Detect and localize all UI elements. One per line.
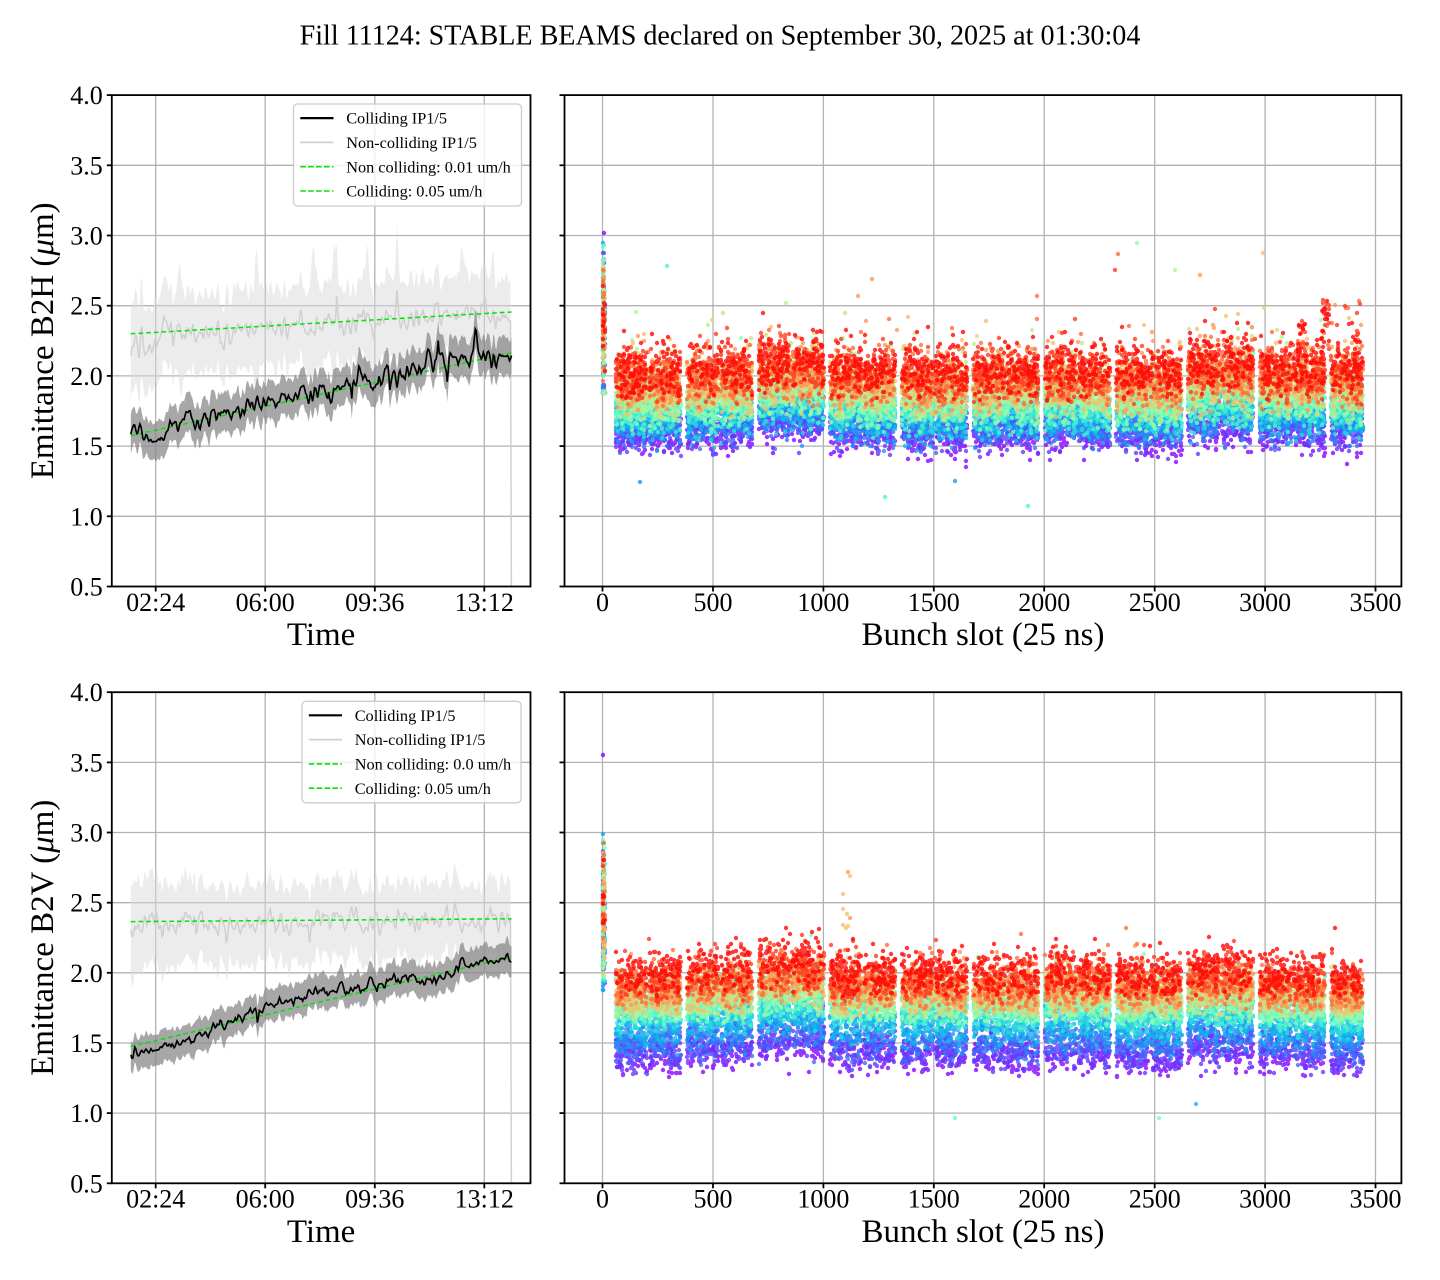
- svg-text:13:12: 13:12: [455, 588, 514, 617]
- svg-text:2000: 2000: [1018, 588, 1070, 617]
- svg-text:02:24: 02:24: [126, 1185, 185, 1214]
- svg-text:09:36: 09:36: [345, 1185, 404, 1214]
- svg-text:0: 0: [596, 588, 609, 617]
- svg-text:2.5: 2.5: [70, 889, 103, 918]
- svg-text:1000: 1000: [797, 588, 849, 617]
- svg-text:4.0: 4.0: [70, 678, 103, 707]
- svg-text:1.5: 1.5: [70, 1029, 103, 1058]
- svg-text:500: 500: [694, 588, 733, 617]
- svg-text:3500: 3500: [1350, 588, 1402, 617]
- svg-text:2500: 2500: [1129, 1185, 1181, 1214]
- svg-text:Fill 11124: STABLE BEAMS decla: Fill 11124: STABLE BEAMS declared on Sep…: [300, 20, 1141, 51]
- svg-text:3.5: 3.5: [70, 151, 103, 180]
- svg-text:Non-colliding IP1/5: Non-colliding IP1/5: [346, 133, 477, 152]
- svg-text:0.5: 0.5: [70, 1169, 103, 1198]
- svg-text:2000: 2000: [1018, 1185, 1070, 1214]
- svg-text:2.5: 2.5: [70, 292, 103, 321]
- svg-text:Colliding: 0.05 um/h: Colliding: 0.05 um/h: [355, 779, 491, 798]
- svg-text:500: 500: [694, 1185, 733, 1214]
- svg-text:02:24: 02:24: [126, 588, 185, 617]
- svg-text:Bunch slot (25 ns): Bunch slot (25 ns): [862, 617, 1105, 653]
- svg-text:0.5: 0.5: [70, 573, 103, 602]
- svg-text:0: 0: [596, 1185, 609, 1214]
- svg-text:3.5: 3.5: [70, 748, 103, 777]
- svg-text:Colliding: 0.05 um/h: Colliding: 0.05 um/h: [346, 182, 482, 201]
- svg-text:3500: 3500: [1350, 1185, 1402, 1214]
- svg-text:2.0: 2.0: [70, 362, 103, 391]
- svg-text:3.0: 3.0: [70, 222, 103, 251]
- svg-text:1000: 1000: [797, 1185, 849, 1214]
- svg-text:Emittance B2H (μm): Emittance B2H (μm): [25, 202, 61, 479]
- svg-text:2.0: 2.0: [70, 959, 103, 988]
- svg-text:1500: 1500: [908, 1185, 960, 1214]
- svg-text:06:00: 06:00: [236, 1185, 295, 1214]
- svg-text:Non colliding: 0.01 um/h: Non colliding: 0.01 um/h: [346, 157, 511, 176]
- svg-text:2500: 2500: [1129, 588, 1181, 617]
- svg-text:06:00: 06:00: [236, 588, 295, 617]
- svg-text:3.0: 3.0: [70, 819, 103, 848]
- svg-text:1.0: 1.0: [70, 502, 103, 531]
- svg-text:Bunch slot (25 ns): Bunch slot (25 ns): [862, 1214, 1105, 1250]
- svg-text:3000: 3000: [1239, 1185, 1291, 1214]
- svg-text:3000: 3000: [1239, 588, 1291, 617]
- svg-text:1.5: 1.5: [70, 432, 103, 461]
- svg-text:4.0: 4.0: [70, 81, 103, 110]
- svg-text:Colliding IP1/5: Colliding IP1/5: [355, 706, 456, 725]
- svg-text:09:36: 09:36: [345, 588, 404, 617]
- svg-text:13:12: 13:12: [455, 1185, 514, 1214]
- svg-text:1500: 1500: [908, 588, 960, 617]
- svg-text:Time: Time: [287, 617, 355, 653]
- svg-text:Emittance B2V (μm): Emittance B2V (μm): [25, 800, 61, 1076]
- svg-text:1.0: 1.0: [70, 1099, 103, 1128]
- svg-text:Colliding IP1/5: Colliding IP1/5: [346, 109, 447, 128]
- svg-text:Non colliding: 0.0 um/h: Non colliding: 0.0 um/h: [355, 755, 511, 774]
- svg-text:Non-colliding IP1/5: Non-colliding IP1/5: [355, 730, 486, 749]
- svg-text:Time: Time: [287, 1214, 355, 1250]
